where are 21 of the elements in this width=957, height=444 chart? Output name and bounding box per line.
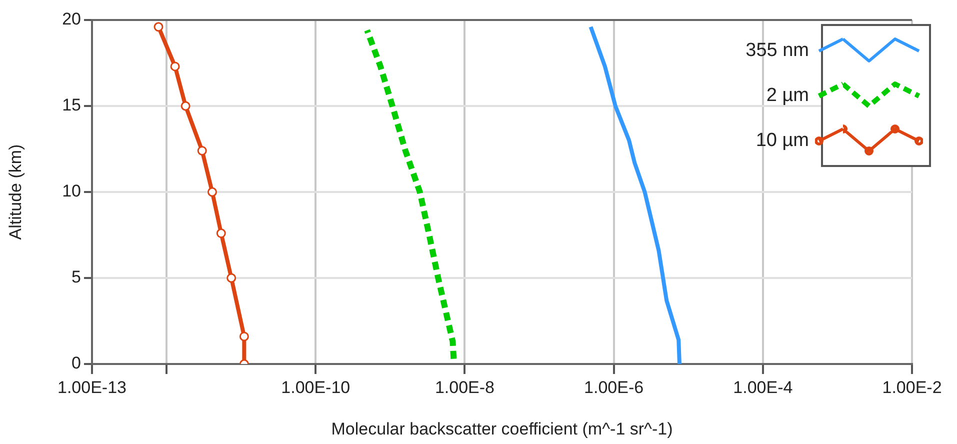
point — [239, 332, 249, 342]
y-tick-label: 10 — [62, 182, 81, 201]
y-axis-title: Altitude (km) — [6, 144, 25, 240]
y-tick-label: 15 — [62, 96, 81, 115]
y-tick-label: 20 — [62, 10, 81, 29]
legend-label: 2 µm — [765, 84, 809, 106]
point — [226, 273, 236, 283]
x-tick-label: 1.00E-10 — [281, 378, 350, 397]
legend-label: 10 µm — [754, 130, 809, 152]
x-tick-label: 1.00E-8 — [434, 378, 494, 397]
x-tick-label: 1.00E-2 — [882, 378, 942, 397]
point — [170, 62, 180, 72]
x-tick-label: 1.00E-4 — [733, 378, 793, 397]
point — [216, 228, 226, 238]
y-tick-label: 5 — [72, 268, 81, 287]
x-axis-title: Molecular backscatter coefficient (m^-1 sr^-1) — [331, 419, 673, 438]
x-tick-label: 1.00E-13 — [58, 378, 126, 397]
y-tick-label: 0 — [72, 354, 81, 373]
x-tick-label: 1.00E-6 — [584, 378, 644, 397]
point — [180, 101, 190, 111]
legend-label: 355 nm — [744, 40, 809, 62]
